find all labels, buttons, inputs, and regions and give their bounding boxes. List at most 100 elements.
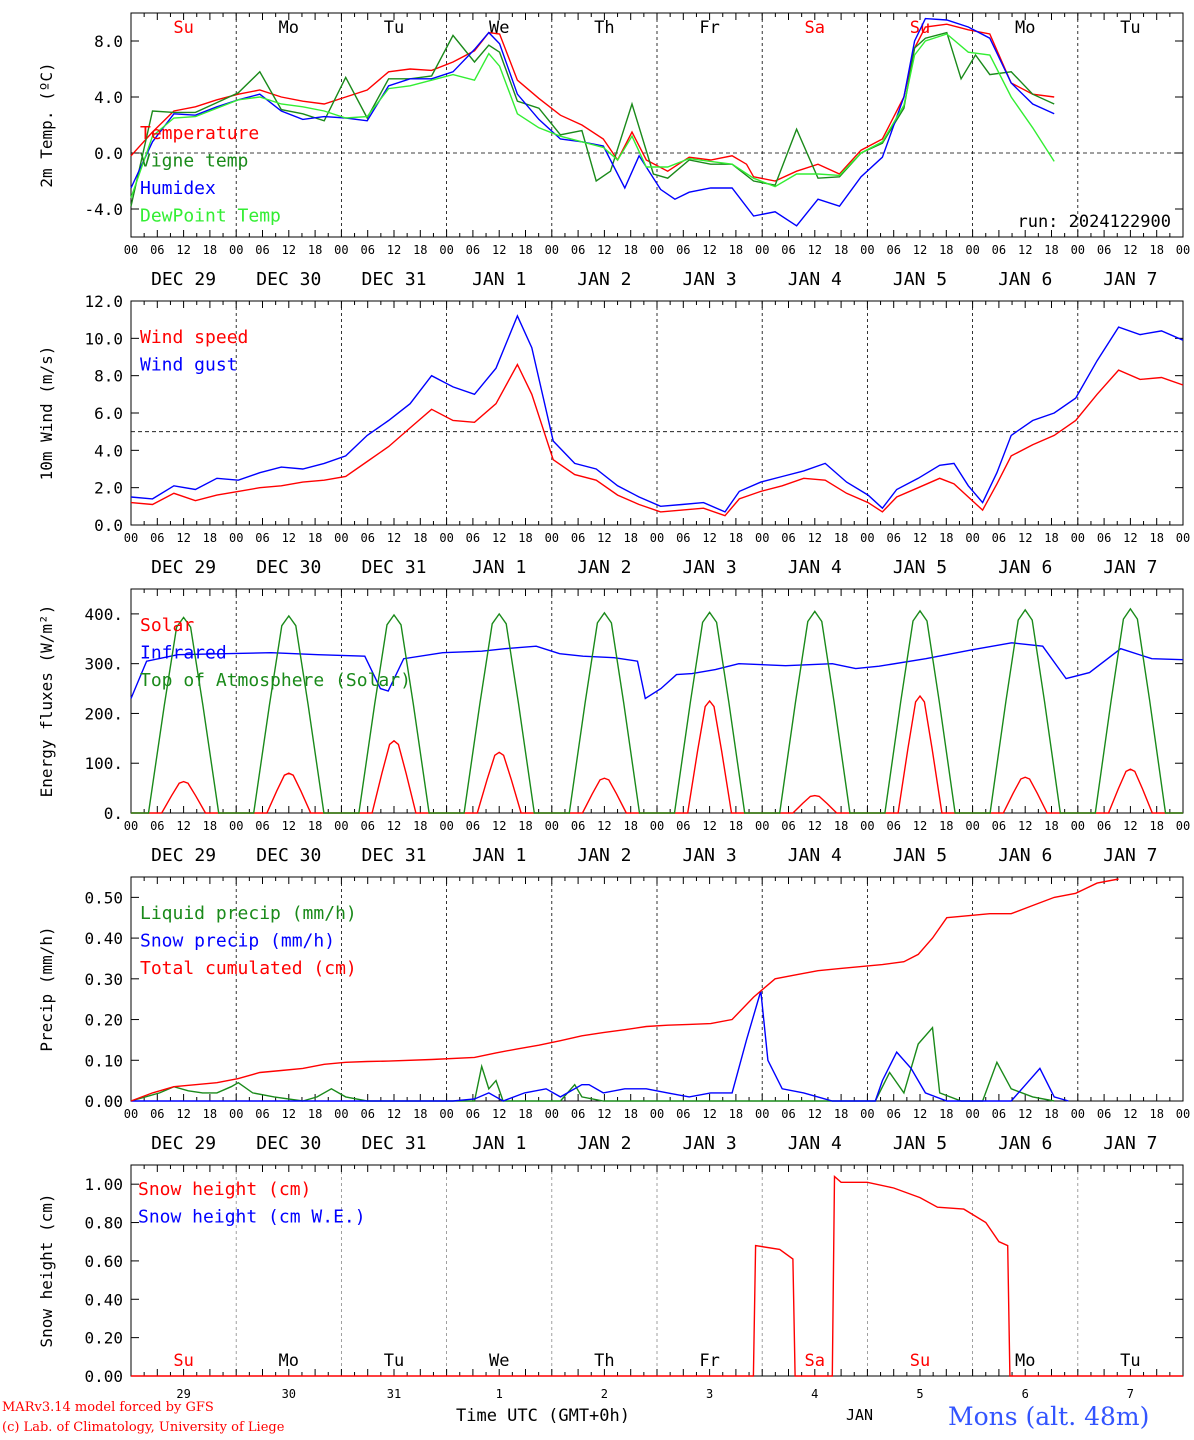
hour-label: 18	[1044, 1107, 1058, 1121]
hour-label: 18	[413, 819, 427, 833]
series-line	[130, 33, 1055, 199]
hour-label: 06	[571, 531, 585, 545]
hour-label: 12	[913, 1107, 927, 1121]
date-label: DEC 31	[361, 269, 426, 290]
hour-label: 00	[1071, 819, 1085, 833]
y-tick-label: 0.50	[84, 888, 123, 907]
hour-label: 06	[255, 819, 269, 833]
legend-entry: Wind gust	[140, 355, 238, 376]
hour-label: 06	[992, 243, 1006, 257]
hour-label: 00	[1071, 243, 1085, 257]
date-label: JAN 4	[788, 1133, 842, 1154]
hour-label: 06	[466, 1107, 480, 1121]
day-number: 31	[387, 1387, 401, 1401]
hour-label: 06	[781, 819, 795, 833]
hour-label: 00	[965, 531, 979, 545]
legend-entry: Top of Atmosphere (Solar)	[140, 670, 411, 691]
weekday-label: Th	[594, 18, 614, 38]
weekday-label: Mo	[1015, 1351, 1035, 1371]
y-tick-label: 300.	[84, 655, 123, 674]
hour-label: 06	[255, 243, 269, 257]
hour-label: 18	[518, 819, 532, 833]
hour-label: 00	[124, 531, 138, 545]
hour-label: 06	[360, 819, 374, 833]
hour-label: 06	[360, 1107, 374, 1121]
date-label: JAN 1	[472, 557, 526, 578]
hour-label: 12	[492, 531, 506, 545]
date-label: JAN 4	[788, 845, 842, 866]
hour-label: 18	[203, 819, 217, 833]
legend-entry: Snow height (cm W.E.)	[138, 1207, 366, 1228]
hour-label: 00	[124, 1107, 138, 1121]
date-label: DEC 31	[361, 1133, 426, 1154]
legend-entry: Solar	[140, 615, 194, 636]
hour-label: 00	[1176, 243, 1190, 257]
plot-frame	[130, 300, 1184, 526]
date-label: JAN 4	[788, 269, 842, 290]
date-label: JAN 5	[893, 1133, 947, 1154]
hour-label: 18	[623, 1107, 637, 1121]
hour-label: 00	[755, 819, 769, 833]
date-label: JAN 7	[1103, 269, 1157, 290]
hour-label: 12	[808, 1107, 822, 1121]
hour-label: 06	[1097, 243, 1111, 257]
hour-label: 00	[439, 243, 453, 257]
y-tick-label: 4.0	[94, 88, 123, 107]
series-line	[130, 314, 1184, 513]
hour-label: 12	[913, 531, 927, 545]
weekday-label: Mo	[279, 1351, 299, 1371]
hour-label: 00	[755, 243, 769, 257]
hour-label: 12	[176, 819, 190, 833]
hour-label: 06	[676, 1107, 690, 1121]
hour-label: 06	[992, 819, 1006, 833]
hour-label: 18	[1149, 531, 1163, 545]
hour-label: 00	[229, 1107, 243, 1121]
day-number: 29	[176, 1387, 190, 1401]
hour-label: 00	[439, 819, 453, 833]
hour-label: 18	[518, 243, 532, 257]
hour-label: 12	[1018, 819, 1032, 833]
hour-label: 12	[808, 531, 822, 545]
month-label: JAN	[846, 1406, 874, 1424]
hour-label: 00	[650, 243, 664, 257]
hour-label: 00	[334, 531, 348, 545]
hour-label: 18	[623, 531, 637, 545]
hour-label: 18	[623, 243, 637, 257]
hour-label: 18	[1044, 531, 1058, 545]
hour-label: 12	[913, 243, 927, 257]
hour-label: 00	[965, 243, 979, 257]
hour-label: 00	[124, 819, 138, 833]
hour-label: 12	[176, 1107, 190, 1121]
day-number: 6	[1022, 1387, 1029, 1401]
weekday-label: Su	[173, 18, 193, 38]
hour-label: 12	[1018, 531, 1032, 545]
hour-label: 06	[466, 243, 480, 257]
hour-label: 12	[702, 243, 716, 257]
date-label: DEC 30	[256, 1133, 321, 1154]
hour-label: 18	[834, 819, 848, 833]
hour-label: 00	[439, 1107, 453, 1121]
hour-label: 18	[1044, 243, 1058, 257]
weekday-label: Fr	[699, 18, 719, 38]
series-line	[130, 1026, 1055, 1102]
hour-label: 12	[808, 819, 822, 833]
hour-label: 00	[229, 819, 243, 833]
hour-label: 12	[597, 1107, 611, 1121]
hour-label: 18	[308, 243, 322, 257]
hour-label: 12	[282, 819, 296, 833]
legend-entry: Total cumulated (cm)	[140, 958, 357, 979]
day-number: 3	[706, 1387, 713, 1401]
y-tick-label: 8.0	[94, 367, 123, 386]
hour-label: 00	[1071, 531, 1085, 545]
legend-entry: Snow precip (mm/h)	[140, 931, 335, 952]
hour-label: 06	[571, 243, 585, 257]
hour-label: 18	[308, 1107, 322, 1121]
hour-label: 00	[1071, 1107, 1085, 1121]
hour-label: 00	[334, 819, 348, 833]
hour-label: 06	[466, 819, 480, 833]
hour-label: 12	[702, 819, 716, 833]
hour-label: 12	[808, 243, 822, 257]
date-label: JAN 2	[577, 269, 631, 290]
hour-label: 18	[834, 1107, 848, 1121]
date-label: DEC 29	[151, 557, 216, 578]
